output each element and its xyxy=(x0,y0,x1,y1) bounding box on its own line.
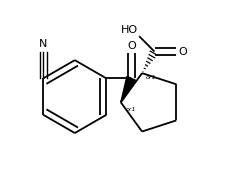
Text: or1: or1 xyxy=(146,75,156,80)
Text: O: O xyxy=(178,47,187,57)
Text: or1: or1 xyxy=(126,107,136,112)
Text: HO: HO xyxy=(121,25,138,35)
Text: N: N xyxy=(39,39,48,49)
Polygon shape xyxy=(121,76,136,102)
Text: O: O xyxy=(127,41,136,51)
